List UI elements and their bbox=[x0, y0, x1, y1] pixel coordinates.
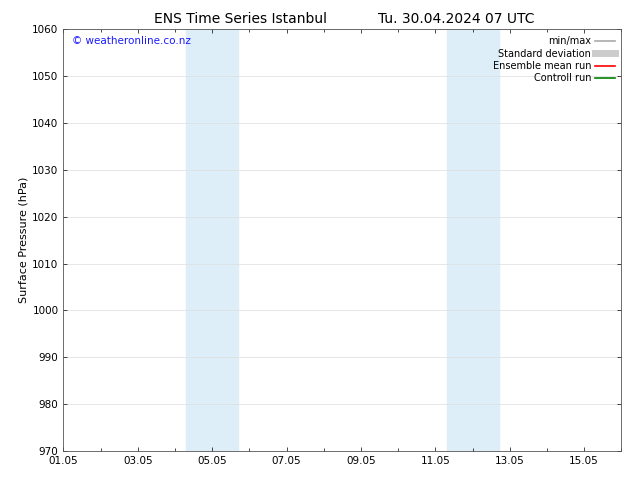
Bar bbox=[186, 29, 238, 451]
Text: ENS Time Series Istanbul: ENS Time Series Istanbul bbox=[155, 12, 327, 26]
Y-axis label: Surface Pressure (hPa): Surface Pressure (hPa) bbox=[18, 177, 28, 303]
Legend: min/max, Standard deviation, Ensemble mean run, Controll run: min/max, Standard deviation, Ensemble me… bbox=[491, 34, 616, 85]
Text: Tu. 30.04.2024 07 UTC: Tu. 30.04.2024 07 UTC bbox=[378, 12, 534, 26]
Bar bbox=[446, 29, 498, 451]
Text: © weatheronline.co.nz: © weatheronline.co.nz bbox=[72, 36, 191, 46]
